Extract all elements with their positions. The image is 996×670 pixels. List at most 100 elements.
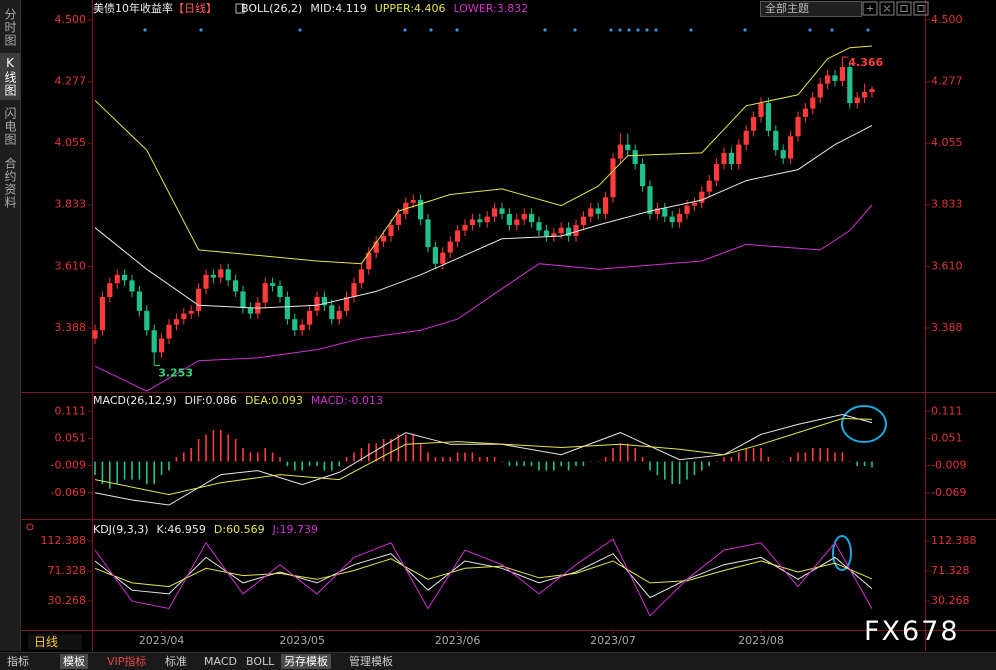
candle-body bbox=[366, 252, 372, 270]
macd-bar bbox=[863, 461, 866, 467]
candle-body bbox=[765, 103, 771, 131]
macd-bar bbox=[101, 461, 104, 485]
macd-bar bbox=[205, 434, 207, 462]
icon-button[interactable] bbox=[879, 1, 895, 16]
legend-entry: J:19.739 bbox=[272, 523, 318, 536]
bottom-tab[interactable]: 指标 bbox=[7, 655, 29, 668]
bottom-tab[interactable]: 模板 bbox=[60, 654, 88, 669]
signal-dot bbox=[543, 28, 547, 32]
macd-bar bbox=[634, 447, 636, 462]
sidebar-tab[interactable]: 分时图 bbox=[3, 7, 17, 47]
sidebar: 分时图 K线图 闪电图 合约资料 bbox=[0, 0, 21, 651]
candle-body bbox=[825, 75, 831, 84]
candle-body bbox=[529, 213, 535, 223]
y-tick-label-right: 0.111 bbox=[931, 404, 963, 417]
icon-glyph bbox=[867, 5, 925, 12]
bottom-tab[interactable]: BOLL bbox=[246, 655, 275, 668]
candle-body bbox=[654, 208, 660, 214]
y-tick-label-right: 71.328 bbox=[931, 564, 970, 577]
macd-bar bbox=[797, 452, 799, 462]
macd-bar bbox=[560, 461, 562, 467]
candle-body bbox=[484, 216, 490, 223]
y-tick-label: 4.277 bbox=[55, 75, 87, 88]
candle-body bbox=[862, 91, 868, 98]
candle-body bbox=[758, 103, 764, 117]
candle-body bbox=[854, 97, 860, 104]
macd-bar bbox=[530, 461, 533, 467]
macd-bar bbox=[590, 461, 592, 463]
candle-body bbox=[625, 144, 631, 151]
bottom-tab[interactable]: 另存模板 bbox=[281, 654, 331, 669]
icon-button[interactable] bbox=[913, 1, 929, 16]
candle-body bbox=[728, 152, 734, 165]
signal-dot bbox=[627, 28, 631, 32]
candle-body bbox=[521, 213, 527, 220]
candle-body bbox=[92, 330, 98, 339]
macd-bar bbox=[294, 461, 296, 471]
sidebar-tab[interactable]: 闪电图 bbox=[3, 106, 17, 146]
macd-bar bbox=[131, 461, 133, 480]
indicator-line bbox=[94, 413, 873, 506]
candle-body bbox=[210, 274, 216, 278]
candle-body bbox=[218, 269, 224, 278]
candle-body bbox=[196, 288, 202, 311]
candle-body bbox=[292, 319, 298, 331]
candle-body bbox=[869, 89, 875, 92]
sidebar-tab[interactable]: 合约资料 bbox=[3, 157, 17, 209]
legend-entry: LOWER:3.832 bbox=[454, 2, 529, 15]
period-label: 【日线】 bbox=[173, 1, 217, 15]
candle-body bbox=[721, 152, 727, 165]
macd-bar bbox=[197, 438, 200, 462]
y-tick-label-right: 112.388 bbox=[931, 534, 977, 547]
macd-bar bbox=[183, 452, 185, 462]
macd-bar bbox=[715, 461, 718, 463]
bottom-tab[interactable]: VIP指标 bbox=[107, 655, 147, 668]
icon-button[interactable] bbox=[896, 1, 912, 16]
bottom-tab[interactable]: MACD bbox=[204, 655, 237, 668]
macd-bar bbox=[834, 452, 836, 462]
kdj-icon[interactable] bbox=[26, 523, 34, 531]
macd-bar bbox=[331, 461, 333, 471]
sidebar-tab[interactable]: K线图 bbox=[0, 53, 20, 100]
candle-body bbox=[795, 116, 801, 137]
candle-body bbox=[299, 324, 305, 331]
icon-button[interactable] bbox=[862, 1, 878, 16]
candle-body bbox=[329, 305, 335, 320]
y-tick-label-right: 4.277 bbox=[931, 75, 963, 88]
candle-body bbox=[617, 144, 623, 159]
x-tick-label: 2023/05 bbox=[279, 634, 325, 647]
macd-bar bbox=[405, 434, 407, 462]
macd-bar bbox=[212, 429, 215, 462]
theme-dropdown[interactable]: 全部主题 bbox=[760, 1, 862, 17]
legend-entry: UPPER:4.406 bbox=[375, 2, 446, 15]
candle-body bbox=[691, 202, 697, 206]
macd-bar bbox=[138, 461, 141, 480]
candle-body bbox=[270, 283, 276, 286]
x-tick-label: 2023/06 bbox=[435, 634, 481, 647]
macd-bar bbox=[146, 461, 148, 485]
period-selector[interactable]: 日线 bbox=[28, 634, 82, 650]
candle-body bbox=[506, 213, 512, 225]
candle-body bbox=[684, 205, 690, 214]
indicator-icon[interactable] bbox=[235, 3, 245, 14]
chart-title: 美债10年收益率 bbox=[93, 1, 173, 15]
macd-bar bbox=[168, 461, 170, 471]
signal-dot bbox=[636, 28, 640, 32]
signal-dot bbox=[830, 28, 834, 32]
bottom-tab[interactable]: 标准 bbox=[165, 655, 187, 668]
signal-dot bbox=[403, 28, 407, 32]
indicator-label: BOLL(26,2) bbox=[241, 2, 302, 15]
candle-body bbox=[743, 130, 749, 145]
macd-bar bbox=[760, 447, 762, 462]
candle-body bbox=[595, 208, 601, 214]
candle-body bbox=[344, 296, 350, 311]
macd-bar bbox=[671, 461, 673, 485]
macd-bar bbox=[604, 457, 607, 462]
macd-bar bbox=[656, 461, 659, 476]
macd-bar bbox=[286, 461, 289, 467]
candle-body bbox=[136, 291, 142, 311]
bottom-tab[interactable]: 管理模板 bbox=[349, 655, 393, 668]
bottom-bar: 指标 模板 VIP指标 标准 MACD BOLL 另存模板 管理模板 bbox=[0, 652, 996, 670]
macd-bar bbox=[575, 461, 577, 467]
